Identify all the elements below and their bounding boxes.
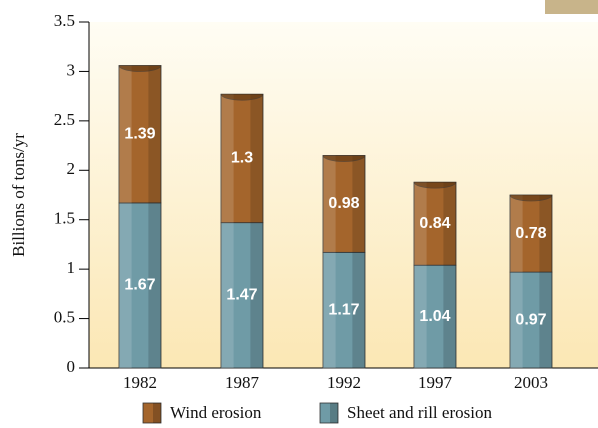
legend-swatch [142,402,162,424]
bar-top [220,94,264,101]
bar-shade [221,94,234,223]
bar-shade [539,272,552,368]
y-axis-label: Billions of tons/yr [9,133,28,257]
value-label: 0.97 [515,311,546,328]
bar-shade [443,265,456,368]
bar-shade [250,222,263,368]
bar-shade [414,182,427,266]
bar-shade [352,252,365,368]
bar-top [322,155,366,162]
bar-shade [323,252,336,368]
bar-top [118,65,162,72]
y-tick-label: 3 [67,60,76,79]
value-label: 1.17 [328,301,359,318]
legend-shade [330,403,338,423]
bar-segment [220,93,264,224]
value-label: 1.3 [231,150,253,167]
y-tick-label: 3.5 [54,11,75,30]
bar-segment [413,181,457,266]
bar-shade [510,195,523,273]
y-tick-label: 2.5 [54,110,75,129]
bar-shade [414,265,427,368]
bar-shade [148,202,161,368]
bar-segment [220,222,264,369]
bar-shade [250,94,263,223]
y-tick-label: 0.5 [54,307,75,326]
bar-shade [221,222,234,368]
y-tick-label: 2 [67,159,76,178]
corner-image [545,0,598,14]
legend-shade [153,403,161,423]
x-tick-label: 1992 [327,373,361,392]
bar-segment [509,271,553,369]
bar-segment [509,194,553,273]
value-label: 1.39 [124,125,155,142]
legend-swatch [319,402,339,424]
bar-shade [119,65,132,203]
y-tick-label: 0 [67,357,76,376]
bar-segment [118,202,162,369]
bar-top [509,194,553,202]
legend-label: Wind erosion [170,403,262,422]
value-label: 1.47 [226,287,257,304]
bar-shade [510,272,523,368]
value-label: 0.84 [419,215,450,232]
x-tick-label: 1982 [123,373,157,392]
bar-segment [322,155,366,253]
x-tick-label: 1997 [418,373,453,392]
bar-segment [322,251,366,369]
legend-label: Sheet and rill erosion [347,403,492,422]
y-tick-label: 1 [67,258,76,277]
bar-shade [119,202,132,368]
bar-shade [352,155,365,253]
bar-shade [148,65,161,203]
value-label: 0.78 [515,225,546,242]
bar-top [413,182,457,189]
bar-shade [539,195,552,273]
x-tick-label: 1987 [225,373,260,392]
bar-shade [443,182,456,266]
y-tick-label: 1.5 [54,209,75,228]
value-label: 1.67 [124,277,155,294]
value-label: 0.98 [328,195,359,212]
bar-shade [323,155,336,253]
x-tick-label: 2003 [514,373,548,392]
value-label: 1.04 [419,308,450,325]
bar-segment [413,264,457,369]
